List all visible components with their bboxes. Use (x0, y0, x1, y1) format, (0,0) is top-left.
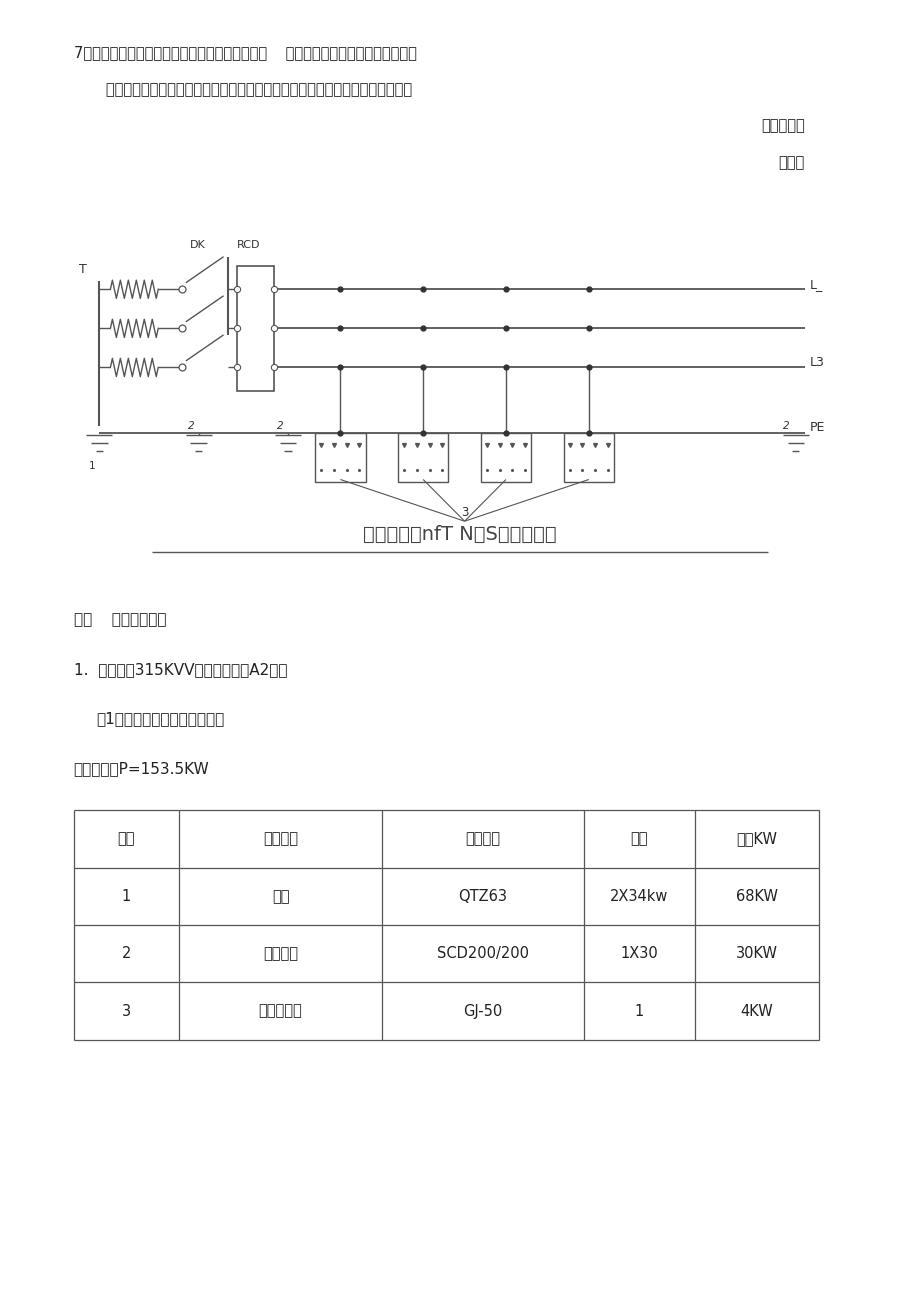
Text: PE: PE (809, 421, 824, 434)
Text: 做重复接地，配电线路越长，重复接地的作用越明显，为了接地电阻更小，可适: 做重复接地，配电线路越长，重复接地的作用越明显，为了接地电阻更小，可适 (92, 82, 412, 98)
Text: 规格型号: 规格型号 (465, 831, 500, 847)
Text: 2: 2 (782, 421, 789, 431)
Text: 68KW: 68KW (735, 889, 777, 904)
Text: 3: 3 (122, 1003, 130, 1019)
Text: 序号: 序号 (118, 831, 135, 847)
Text: 设备名称: 设备名称 (263, 831, 298, 847)
Text: 容量KW: 容量KW (735, 831, 777, 847)
Text: 2: 2 (121, 946, 131, 962)
Text: 1: 1 (634, 1003, 643, 1019)
Text: 接地。: 接地。 (777, 155, 804, 171)
Text: 1: 1 (88, 461, 95, 472)
Text: 施工电梯: 施工电梯 (263, 946, 298, 962)
Text: 四、    电源负荷计算: 四、 电源负荷计算 (74, 612, 166, 628)
Text: 3: 3 (460, 506, 468, 519)
Text: GJ-50: GJ-50 (463, 1003, 502, 1019)
Text: L3: L3 (809, 356, 823, 369)
Text: L_: L_ (809, 278, 822, 291)
Bar (314, 433, 365, 482)
Text: 当多打重复: 当多打重复 (760, 119, 804, 134)
Text: 1: 1 (121, 889, 131, 904)
Text: DK: DK (189, 240, 205, 250)
Text: 电动设备：P=153.5KW: 电动设备：P=153.5KW (74, 761, 210, 777)
Text: 2: 2 (277, 421, 283, 431)
Text: 1X30: 1X30 (619, 946, 658, 962)
Text: 专用馈解电nfT N－S复零舱系辘: 专用馈解电nfT N－S复零舱系辘 (363, 525, 556, 543)
Text: 30KW: 30KW (735, 946, 777, 962)
Text: SCD200/200: SCD200/200 (437, 946, 528, 962)
Bar (563, 433, 614, 482)
Text: 1.  变压器（315KVV用电量验算（A2）：: 1. 变压器（315KVV用电量验算（A2）： (74, 662, 287, 678)
Text: 数量: 数量 (630, 831, 648, 847)
Bar (481, 433, 531, 482)
Text: 7）保护零线除必须在总配电箱处作重复接地外，    还必须在配电线路的中间处及末端: 7）保护零线除必须在总配电箱处作重复接地外， 还必须在配电线路的中间处及末端 (74, 46, 416, 61)
Text: RCD: RCD (237, 240, 261, 250)
Text: 2: 2 (187, 421, 194, 431)
Bar (397, 433, 448, 482)
Text: 〈1〉该变压器主要供电对象：: 〈1〉该变压器主要供电对象： (96, 711, 224, 727)
Text: QTZ63: QTZ63 (458, 889, 507, 904)
Text: T: T (79, 263, 86, 276)
Bar (237, 266, 274, 391)
Text: 4KW: 4KW (740, 1003, 772, 1019)
Text: 塔吊: 塔吊 (271, 889, 289, 904)
Text: 钢筋切断机: 钢筋切断机 (258, 1003, 302, 1019)
Text: 2X34kw: 2X34kw (609, 889, 668, 904)
